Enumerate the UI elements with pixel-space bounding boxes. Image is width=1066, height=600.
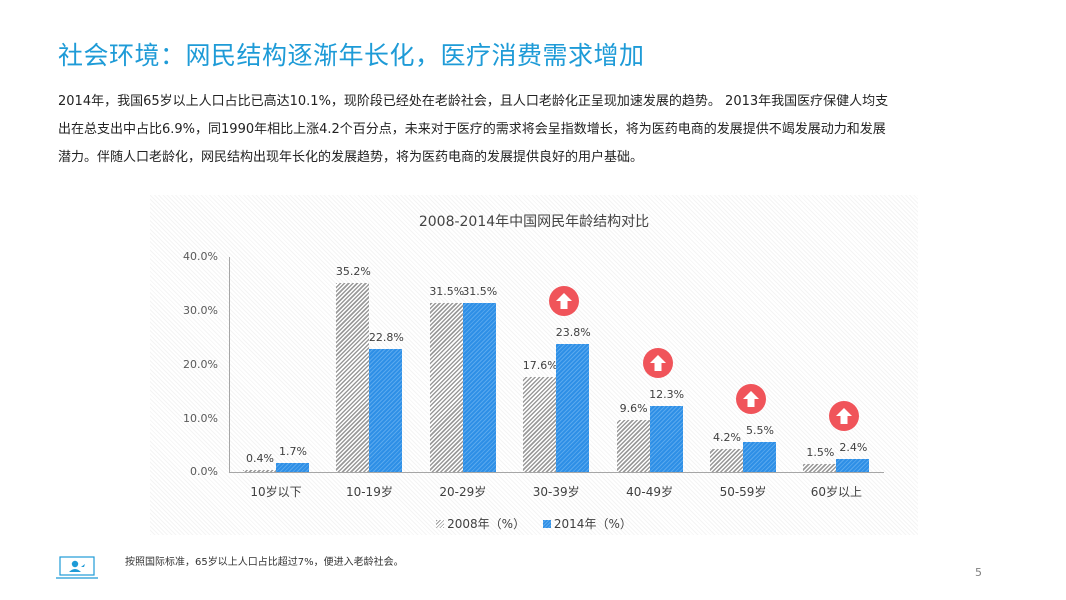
up-arrow-icon — [549, 286, 580, 317]
y-tick-label: 20.0% — [183, 358, 218, 371]
bar-value-label: 4.2% — [713, 431, 741, 445]
bar-2008 — [336, 282, 370, 472]
bar-value-label: 2.4% — [839, 441, 868, 455]
x-category-label: 50-59岁 — [719, 485, 767, 499]
y-tick-label: 0.0% — [190, 465, 218, 478]
bar-2014 — [369, 349, 403, 472]
bar-2008 — [523, 377, 557, 472]
up-arrow-icon — [829, 401, 860, 432]
x-category-label: 60岁以上 — [810, 485, 863, 499]
body-line: 潜力。伴随人口老龄化，网民结构出现年长化的发展趋势，将为医药电商的发展提供良好的… — [58, 150, 644, 165]
bar-2014 — [836, 459, 870, 472]
bar-2014 — [649, 405, 683, 472]
bar-value-label: 1.5% — [806, 445, 835, 459]
y-tick-label: 30.0% — [183, 304, 218, 317]
chart-legend: 2008年（%） 2014年（%） — [150, 515, 918, 532]
x-category-label: 30-39岁 — [532, 485, 580, 499]
bar-value-label: 22.8% — [368, 331, 404, 345]
x-axis-line — [229, 472, 884, 473]
plot-area: 0.4% 1.7% 35.2% 22.8% 31.5% 31.5% 17.6% 23.8% 9.… — [230, 257, 884, 472]
bar-value-label: 31.5% — [429, 284, 465, 298]
y-tick-label: 10.0% — [183, 412, 218, 425]
bar-2014 — [556, 344, 590, 472]
slide-title: 社会环境：网民结构逐渐年长化，医疗消费需求增加 — [58, 41, 645, 70]
legend-swatch-2008 — [436, 519, 445, 528]
up-arrow-icon — [642, 347, 673, 378]
bar-2008 — [243, 469, 276, 472]
up-arrow-icon — [736, 384, 766, 415]
bar-2014 — [743, 442, 776, 472]
bar-value-label: 23.8% — [555, 326, 591, 340]
body-line: 2014年，我国65岁以上人口占比已高达10.1%，现阶段已经处在老龄社会，且人… — [58, 94, 889, 109]
bar-2008 — [803, 463, 837, 472]
bar-2008 — [429, 302, 463, 472]
legend-item-2008: 2008年（%） — [436, 515, 525, 532]
age-structure-chart: 2008-2014年中国网民年龄结构对比 40.0% 30.0% 20.0% 1… — [150, 195, 918, 535]
bar-2014 — [276, 462, 309, 472]
bar-value-label: 1.7% — [279, 444, 307, 458]
bar-value-label: 12.3% — [649, 387, 685, 401]
chart-title: 2008-2014年中国网民年龄结构对比 — [418, 214, 650, 230]
bar-value-label: 31.5% — [462, 284, 498, 298]
bar-value-label: 35.2% — [335, 264, 371, 278]
bar-2008 — [616, 420, 650, 472]
page-number: 5 — [975, 566, 982, 579]
legend-label: 2008年（%） — [447, 517, 526, 531]
body-line: 出在总支出中占比6.9%，同1990年相比上涨4.2个百分点，未来对于医疗的需求… — [58, 122, 886, 137]
x-category-label: 10岁以下 — [250, 485, 302, 499]
legend-swatch-2014 — [542, 519, 551, 528]
body-paragraph: 2014年，我国65岁以上人口占比已高达10.1%，现阶段已经处在老龄社会，且人… — [58, 88, 1038, 172]
x-category-label: 10-19岁 — [345, 485, 393, 499]
legend-label: 2014年（%） — [553, 517, 632, 531]
presenter-screen-icon — [56, 556, 98, 579]
x-category-label: 20-29岁 — [439, 485, 487, 499]
y-axis-line — [229, 257, 230, 473]
legend-item-2014: 2014年（%） — [542, 515, 632, 532]
bar-2014 — [462, 302, 496, 472]
bar-value-label: 5.5% — [746, 424, 774, 438]
bar-value-label: 0.4% — [246, 451, 274, 465]
bar-2008 — [710, 449, 743, 472]
footnote: 按照国际标准，65岁以上人口占比超过7%，便进入老龄社会。 — [125, 557, 404, 568]
bar-value-label: 17.6% — [522, 359, 558, 373]
bar-value-label: 9.6% — [619, 402, 648, 416]
y-tick-label: 40.0% — [183, 250, 218, 263]
x-category-label: 40-49岁 — [626, 485, 674, 499]
